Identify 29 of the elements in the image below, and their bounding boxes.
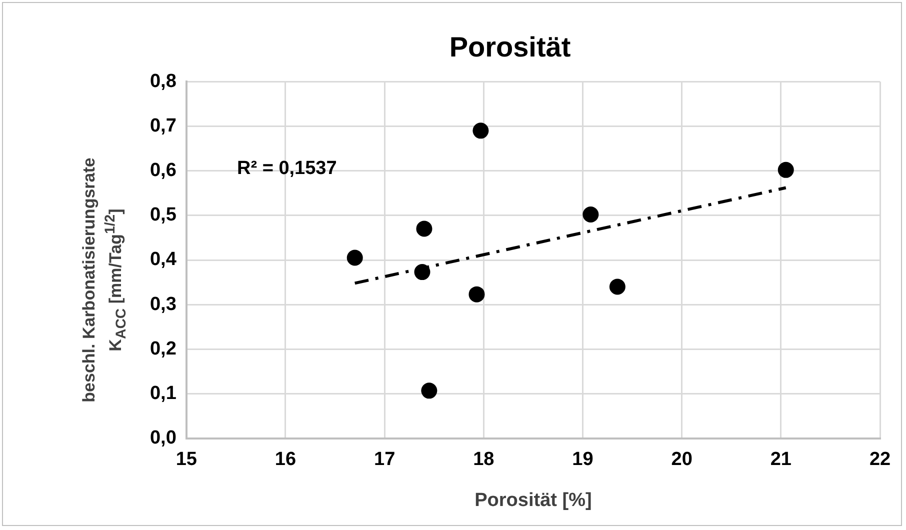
x-tick-label: 20 <box>671 449 692 470</box>
point <box>416 220 432 237</box>
y-tick-label: 0,7 <box>150 115 176 136</box>
y-tick-label: 0,0 <box>150 428 176 449</box>
x-tick-label: 17 <box>374 449 396 470</box>
point <box>582 206 599 223</box>
annotation: R² = 0,1537 <box>237 158 337 180</box>
point <box>468 286 485 302</box>
y-tick-label: 0,6 <box>150 160 176 182</box>
y-tick-label: 0,4 <box>150 249 177 270</box>
point <box>414 264 430 280</box>
y-tick-label: 0,1 <box>150 383 177 404</box>
x-tick-label: 19 <box>572 449 594 470</box>
x-tick-label: 21 <box>770 449 792 470</box>
x-tick-label: 16 <box>274 449 296 470</box>
point <box>346 250 363 266</box>
point <box>421 382 438 399</box>
y-tick-label: 0,3 <box>150 294 176 315</box>
point <box>609 278 626 295</box>
y-tick-label: 0,2 <box>150 338 176 360</box>
y-tick-label: 0,8 <box>150 70 176 92</box>
x-tick-label: 18 <box>473 449 494 470</box>
point <box>472 122 489 139</box>
y-tick-label: 0,5 <box>150 204 177 226</box>
x-tick-label: 22 <box>869 449 891 470</box>
chart-title: Porosität <box>449 32 571 63</box>
x-tick-label: 15 <box>176 449 198 470</box>
point <box>778 162 794 178</box>
x-axis-title: Porosität [%] <box>474 490 592 511</box>
